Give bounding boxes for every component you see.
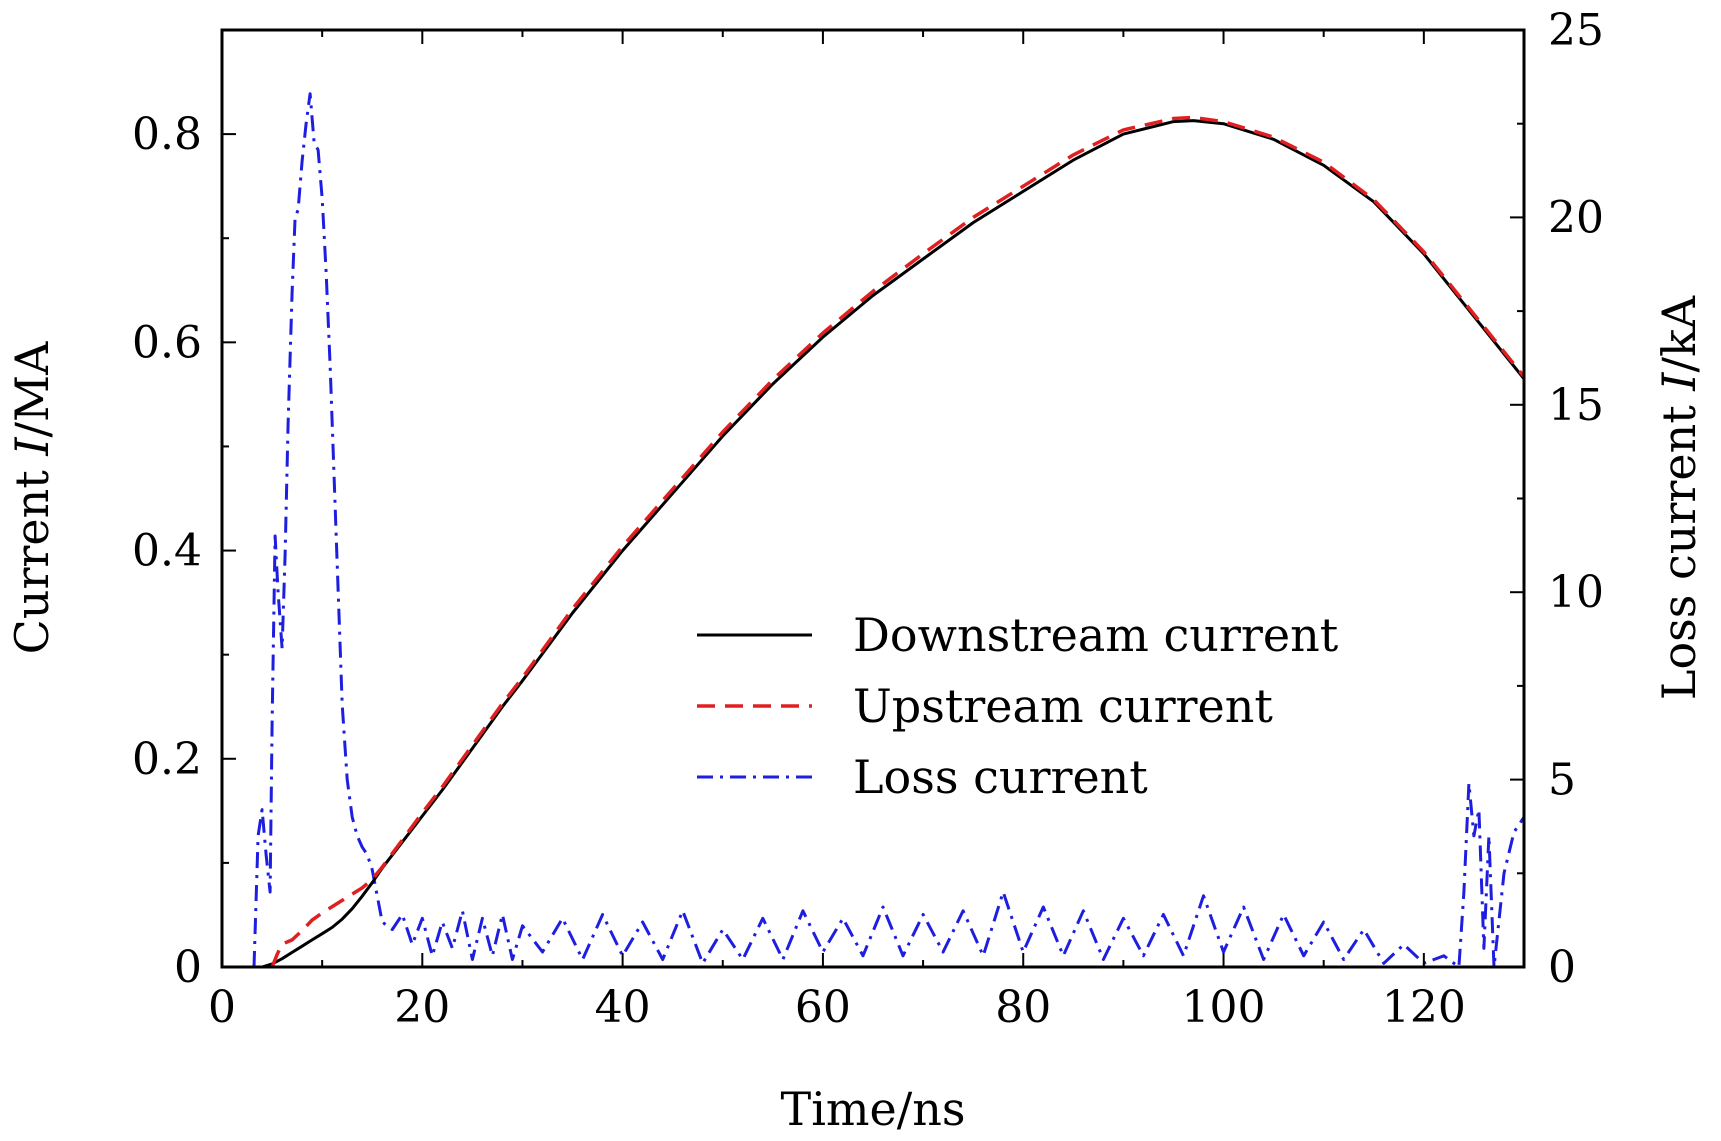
x-tick-label: 20 (394, 982, 450, 1033)
y-right-tick-label: 25 (1548, 5, 1604, 56)
labels-layer: 0 20 40 60 80 100 120 0 0.2 0.4 0.6 0.8 0 5 10 15 20 25 (132, 5, 1604, 1033)
x-tick-label: 120 (1382, 982, 1466, 1033)
series-line-loss-current (252, 92, 1526, 969)
x-tick-label: 60 (795, 982, 851, 1033)
y-right-axis-title-prefix: Loss current (1652, 391, 1706, 700)
legend-label-downstream: Downstream current (853, 608, 1339, 662)
series-layer (252, 92, 1526, 969)
y-right-tick-label: 20 (1548, 192, 1604, 243)
x-tick-label: 40 (595, 982, 651, 1033)
series-line-upstream-current (270, 115, 1526, 968)
x-tick-label: 100 (1182, 982, 1266, 1033)
x-tick-label: 80 (995, 982, 1051, 1033)
y-right-axis-title: Loss current I/kA (1652, 295, 1706, 700)
legend: Downstream current Upstream current Loss… (697, 608, 1339, 804)
y-left-tick-label: 0.2 (132, 734, 202, 785)
y-left-tick-label: 0.8 (132, 109, 202, 160)
y-left-tick-label: 0.6 (132, 317, 202, 368)
y-right-axis-title-symbol: I (1652, 372, 1706, 392)
y-left-tick-label: 0.4 (132, 526, 202, 577)
y-left-tick-label: 0 (174, 942, 202, 993)
y-right-tick-label: 15 (1548, 380, 1604, 431)
y-right-tick-label: 0 (1548, 942, 1576, 993)
y-right-axis-title-unit: /kA (1652, 295, 1706, 372)
legend-label-upstream: Upstream current (853, 679, 1273, 733)
y-left-axis-title-symbol: I (5, 437, 59, 457)
y-right-tick-label: 5 (1548, 755, 1576, 806)
ticks-layer (221, 29, 1524, 968)
legend-label-loss: Loss current (853, 750, 1148, 804)
x-axis-title: Time/ns (781, 1082, 966, 1136)
y-left-axis-title-prefix: Current (5, 456, 59, 655)
x-tick-label: 0 (208, 982, 236, 1033)
y-left-axis-title-unit: /MA (5, 341, 59, 438)
y-left-axis-title: Current I/MA (5, 341, 59, 655)
series-line-downstream-current (261, 119, 1526, 969)
y-right-tick-label: 10 (1548, 567, 1604, 618)
